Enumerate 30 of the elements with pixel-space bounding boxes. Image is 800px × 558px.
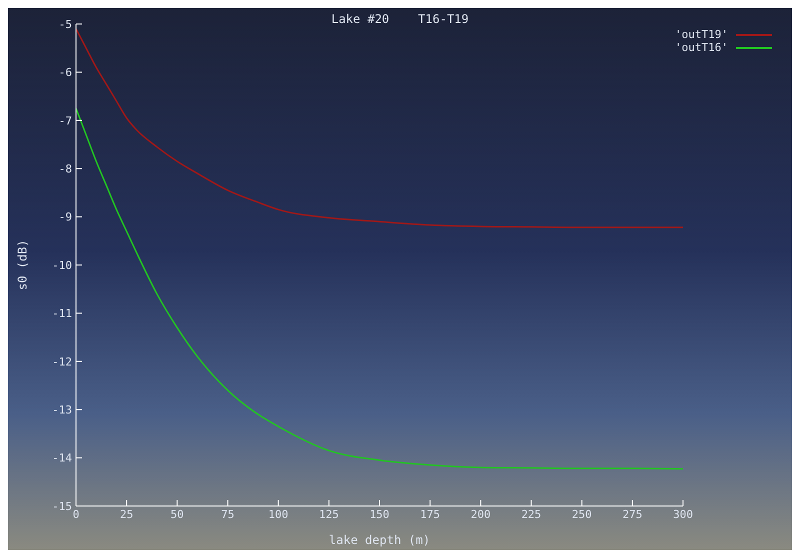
line-series <box>76 108 684 470</box>
legend-label: 'outT19' <box>675 28 728 41</box>
x-tick-label: 75 <box>221 508 234 521</box>
x-axis-title: lake depth (m) <box>328 533 430 547</box>
x-tick-label: 275 <box>622 508 642 521</box>
x-tick-label: 175 <box>420 508 440 521</box>
x-tick-label: 300 <box>673 508 693 521</box>
x-tick-label: 225 <box>521 508 542 521</box>
x-tick-label: 125 <box>318 508 339 521</box>
y-tick-label: -12 <box>52 355 72 368</box>
chart-title: Lake #20 T16-T19 <box>331 12 469 26</box>
y-tick-label: -13 <box>52 404 72 417</box>
x-tick-label: 250 <box>572 508 592 521</box>
x-tick-label: 25 <box>120 508 134 521</box>
y-tick-label: -7 <box>58 114 72 128</box>
y-tick-label: -5 <box>58 18 72 31</box>
x-tick-label: 50 <box>170 508 184 521</box>
y-axis-title: s0 (dB) <box>15 240 30 290</box>
x-tick-label: 0 <box>72 508 80 521</box>
x-tick-label: 150 <box>370 508 390 521</box>
y-tick-label: -14 <box>52 452 72 465</box>
x-tick-label: 100 <box>268 508 288 521</box>
y-tick-label: -6 <box>58 66 72 80</box>
y-tick-label: -15 <box>52 500 72 513</box>
x-tick-label: 200 <box>470 508 491 521</box>
y-tick-label: -10 <box>52 258 72 272</box>
y-tick-label: -11 <box>52 307 72 320</box>
legend-label: 'outT16' <box>675 41 728 54</box>
y-tick-label: -8 <box>58 162 72 176</box>
y-tick-label: -9 <box>58 210 72 224</box>
